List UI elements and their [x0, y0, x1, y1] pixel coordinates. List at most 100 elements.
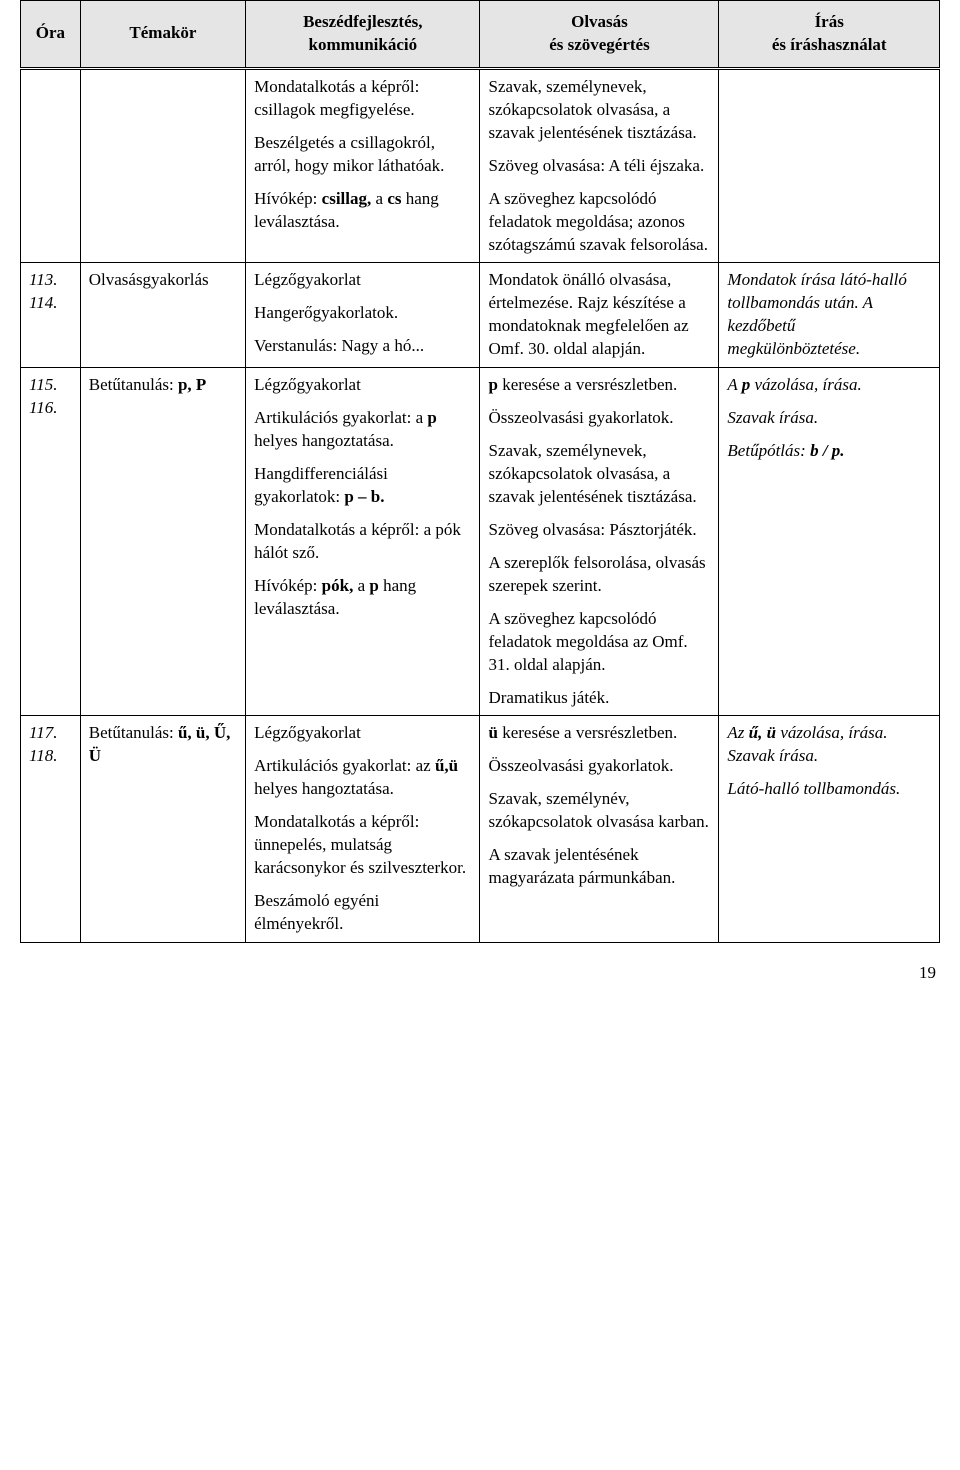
cell-olvasas: Szavak, személynevek, szókapcsolatok olv… — [480, 68, 719, 263]
cell-iras — [719, 68, 940, 263]
text-bold: pók, — [322, 576, 354, 595]
text-bold: csillag, — [322, 189, 372, 208]
cell-text: Mondatalkotás a képről: a pók hálót sző. — [254, 519, 471, 565]
cell-text: Összeolvasási gyakorlatok. — [488, 755, 710, 778]
cell-text: Dramatikus játék. — [488, 687, 710, 710]
cell-text: Hangdifferenciálási gyakorlatok: p – b. — [254, 463, 471, 509]
cell-olvasas: Mondatok önálló olvasása, értelmezése. R… — [480, 263, 719, 368]
text-bold-italic: ű, ü — [749, 723, 776, 742]
table-row: 115. 116. Betűtanulás: p, P Légzőgyakorl… — [21, 368, 940, 716]
table-row: 113. 114. Olvasásgyakorlás Légzőgyakorla… — [21, 263, 940, 368]
cell-tema: Olvasásgyakorlás — [80, 263, 245, 368]
cell-text: Mondatalkotás a képről: ünnepelés, mulat… — [254, 811, 471, 880]
header-text: kommunikáció — [308, 35, 417, 54]
cell-text: Légzőgyakorlat — [254, 722, 471, 745]
cell-olvasas: p keresése a versrészletben. Összeolvasá… — [480, 368, 719, 716]
text-bold: p — [427, 408, 436, 427]
cell-text: Az ű, ü vázolása, írása. Szavak írása. — [727, 722, 931, 768]
page-number: 19 — [20, 963, 940, 983]
cell-text: Szöveg olvasása: Pásztorjáték. — [488, 519, 710, 542]
cell-iras: Mondatok írása látó-halló tollbamondás u… — [719, 263, 940, 368]
cell-text: A szereplők felsorolása, olvasás szerepe… — [488, 552, 710, 598]
cell-ora — [21, 68, 81, 263]
curriculum-table: Óra Témakör Beszédfejlesztés, kommunikác… — [20, 0, 940, 943]
table-header-row: Óra Témakör Beszédfejlesztés, kommunikác… — [21, 1, 940, 69]
cell-text: Hívókép: csillag, a cs hang leválasztása… — [254, 188, 471, 234]
cell-text: Hangerőgyakorlatok. — [254, 302, 471, 325]
cell-text: Mondatok írása látó-halló tollbamondás u… — [727, 269, 931, 361]
text-bold: cs — [387, 189, 401, 208]
col-header-olvasas: Olvasás és szövegértés — [480, 1, 719, 69]
text-span: Artikulációs gyakorlat: az — [254, 756, 435, 775]
header-text: és szövegértés — [549, 35, 650, 54]
col-header-ora: Óra — [21, 1, 81, 69]
text-bold-italic: b / p. — [810, 441, 844, 460]
cell-iras: A p vázolása, írása. Szavak írása. Betűp… — [719, 368, 940, 716]
cell-ora: 115. 116. — [21, 368, 81, 716]
cell-text: Összeolvasási gyakorlatok. — [488, 407, 710, 430]
cell-text: Mondatalkotás a képről: csillagok megfig… — [254, 76, 471, 122]
cell-text: ü keresése a versrészletben. — [488, 722, 710, 745]
text-bold-italic: p — [742, 375, 751, 394]
text-span: helyes hangoztatása. — [254, 779, 394, 798]
text-span: helyes hangoztatása. — [254, 431, 394, 450]
text-span: A — [727, 375, 741, 394]
cell-beszed: Légzőgyakorlat Artikulációs gyakorlat: a… — [246, 716, 480, 943]
cell-text: Szavak, személynév, szókapcsolatok olvas… — [488, 788, 710, 834]
cell-text: A p vázolása, írása. — [727, 374, 931, 397]
text-span: Betűtanulás: — [89, 723, 178, 742]
text-span: Hívókép: — [254, 576, 322, 595]
text-span: Az — [727, 723, 748, 742]
cell-text: Hívókép: pók, a p hang leválasztása. — [254, 575, 471, 621]
text-span: Betűpótlás: — [727, 441, 810, 460]
cell-text: Beszélgetés a csillagokról, arról, hogy … — [254, 132, 471, 178]
cell-text: A szavak jelentésének magyarázata pármun… — [488, 844, 710, 890]
text-span: Betűtanulás: — [89, 375, 178, 394]
header-text: Írás — [815, 12, 844, 31]
cell-tema: Betűtanulás: ű, ü, Ű, Ü — [80, 716, 245, 943]
cell-text: Verstanulás: Nagy a hó... — [254, 335, 471, 358]
text-bold: ű,ü — [435, 756, 458, 775]
cell-text: Beszámoló egyéni élményekről. — [254, 890, 471, 936]
cell-beszed: Légzőgyakorlat Hangerőgyakorlatok. Verst… — [246, 263, 480, 368]
text-bold: p – b. — [344, 487, 384, 506]
cell-text: Látó-halló tollbamondás. — [727, 778, 931, 801]
text-span: Hívókép: — [254, 189, 322, 208]
cell-text: Betűpótlás: b / p. — [727, 440, 931, 463]
cell-text: Artikulációs gyakorlat: az ű,ü helyes ha… — [254, 755, 471, 801]
text-span: keresése a versrészletben. — [498, 723, 677, 742]
cell-text: Mondatok önálló olvasása, értelmezése. R… — [488, 269, 710, 361]
col-header-iras: Írás és íráshasználat — [719, 1, 940, 69]
text-bold: p, P — [178, 375, 206, 394]
table-row: 117. 118. Betűtanulás: ű, ü, Ű, Ü Légzőg… — [21, 716, 940, 943]
cell-ora: 117. 118. — [21, 716, 81, 943]
text-bold: ü — [488, 723, 497, 742]
cell-text: A szöveghez kapcsolódó feladatok megoldá… — [488, 608, 710, 677]
text-span: a — [353, 576, 369, 595]
col-header-temakor: Témakör — [80, 1, 245, 69]
header-text: és íráshasználat — [772, 35, 887, 54]
cell-text: Légzőgyakorlat — [254, 269, 471, 292]
cell-olvasas: ü keresése a versrészletben. Összeolvasá… — [480, 716, 719, 943]
text-bold: p — [488, 375, 497, 394]
header-text: Olvasás — [571, 12, 628, 31]
page-container: Óra Témakör Beszédfejlesztés, kommunikác… — [0, 0, 960, 1013]
cell-text: Szavak írása. — [727, 407, 931, 430]
col-header-beszed: Beszédfejlesztés, kommunikáció — [246, 1, 480, 69]
cell-ora: 113. 114. — [21, 263, 81, 368]
cell-text: A szöveghez kapcsolódó feladatok megoldá… — [488, 188, 710, 257]
text-span: keresése a versrészletben. — [498, 375, 677, 394]
text-span: Artikulációs gyakorlat: a — [254, 408, 427, 427]
cell-iras: Az ű, ü vázolása, írása. Szavak írása. L… — [719, 716, 940, 943]
cell-beszed: Mondatalkotás a képről: csillagok megfig… — [246, 68, 480, 263]
cell-tema: Betűtanulás: p, P — [80, 368, 245, 716]
cell-text: p keresése a versrészletben. — [488, 374, 710, 397]
text-bold: p — [369, 576, 378, 595]
cell-text: Légzőgyakorlat — [254, 374, 471, 397]
cell-text: Szavak, személynevek, szókapcsolatok olv… — [488, 76, 710, 145]
cell-tema — [80, 68, 245, 263]
cell-text: Szavak, személynevek, szókapcsolatok olv… — [488, 440, 710, 509]
cell-text: Artikulációs gyakorlat: a p helyes hango… — [254, 407, 471, 453]
cell-text: Szöveg olvasása: A téli éjszaka. — [488, 155, 710, 178]
text-span: vázolása, írása. — [750, 375, 861, 394]
